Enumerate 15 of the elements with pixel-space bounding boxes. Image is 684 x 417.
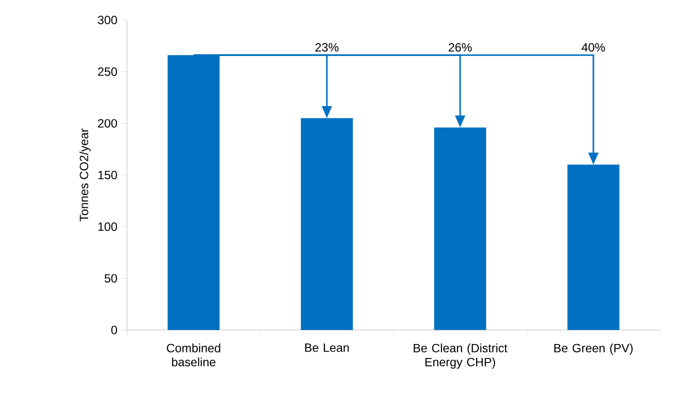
annotation: 40% [582, 43, 605, 52]
x-tick-label: Be Clean (District Energy CHP) [414, 344, 508, 369]
x-tick-label: Be Lean [305, 344, 349, 352]
annotation: 23% [315, 43, 338, 52]
y-tick-label: 100 [98, 222, 118, 231]
y-tick-label: 200 [98, 119, 118, 128]
annotation: 26% [448, 43, 472, 52]
y-tick-label: 250 [98, 67, 118, 76]
y-tick-label: 300 [98, 16, 118, 24]
y-tick-label: 150 [98, 170, 118, 180]
x-tick-label: Be Green (PV) [554, 344, 633, 355]
y-axis-title: Tonnes CO2/year [79, 128, 91, 222]
x-tick-label: Combined baseline [166, 344, 220, 366]
y-tick-label: 50 [104, 274, 118, 283]
y-tick-label: 0 [111, 326, 118, 334]
